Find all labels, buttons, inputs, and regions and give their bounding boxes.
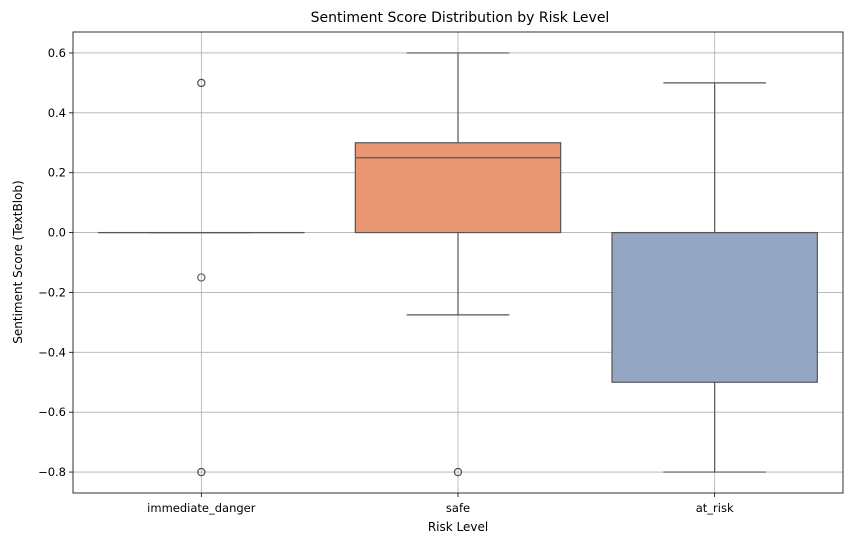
y-tick-label: −0.2 (38, 285, 66, 299)
outlier-point (453, 467, 463, 477)
outlier-point (197, 78, 206, 88)
box-immediate_danger (98, 78, 305, 477)
outlier-point (197, 273, 206, 282)
y-axis-label: Sentiment Score (TextBlob) (11, 180, 25, 343)
y-tick-label: 0.0 (48, 226, 66, 240)
x-tick-label: immediate_danger (147, 501, 256, 515)
box-safe (354, 52, 562, 477)
box-body (354, 142, 562, 234)
chart-title: Sentiment Score Distribution by Risk Lev… (311, 10, 610, 26)
plot-frame (72, 31, 844, 494)
ticks: −0.8 −0.6 −0.4 −0.2 0.0 0.2 0.4 0.6 immediate_da… (38, 46, 734, 515)
boxes (98, 52, 818, 477)
outlier-point (197, 467, 206, 477)
y-tick-label: −0.6 (38, 405, 66, 419)
y-tick-label: 0.2 (48, 166, 66, 180)
y-tick-label: 0.6 (48, 46, 66, 60)
box-at_risk (611, 82, 818, 473)
y-tick-label: −0.4 (38, 345, 66, 359)
y-tick-label: −0.8 (38, 465, 66, 479)
box-body (611, 231, 818, 383)
x-tick-label: safe (446, 501, 470, 515)
x-axis-label: Risk Level (428, 520, 488, 534)
x-tick-label: at_risk (696, 501, 734, 515)
y-tick-label: 0.4 (48, 106, 66, 120)
